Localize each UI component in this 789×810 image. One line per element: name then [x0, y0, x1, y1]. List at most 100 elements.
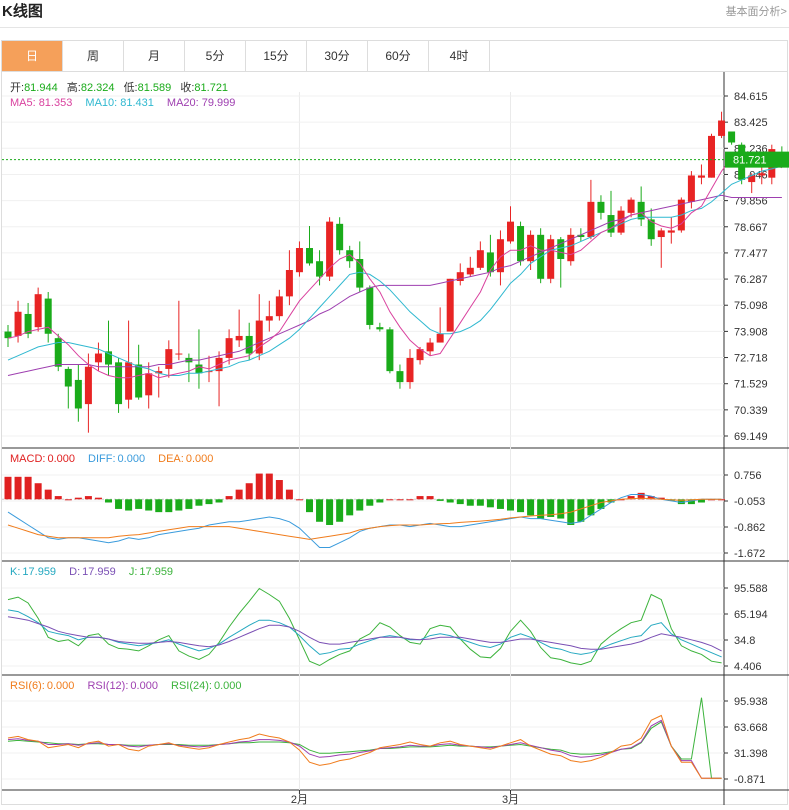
legend-macd: MACD: 0.000 DIFF: 0.000 DEA: 0.000 [10, 453, 213, 465]
macd-bar [115, 499, 123, 509]
candle-body [406, 357, 414, 383]
rsi24-line [7, 697, 722, 779]
candle-body [306, 248, 313, 264]
ma20-label: MA20: [167, 97, 199, 109]
ma5-value: 81.353 [39, 97, 73, 109]
y-tick-label: -0.862 [734, 522, 765, 534]
candle-body [708, 135, 715, 178]
candle-body [647, 219, 655, 240]
candle-body [607, 215, 615, 233]
macd-bar [436, 499, 444, 501]
candle-body [235, 335, 243, 341]
macd-bar [486, 499, 494, 508]
tab-1[interactable]: 周 [63, 41, 124, 71]
candle-body [34, 294, 42, 328]
macd-bar [64, 499, 72, 501]
candle-body [245, 335, 253, 354]
y-tick-label: 70.339 [734, 405, 768, 417]
open-label: 开: [10, 82, 24, 94]
macd-bar [225, 496, 233, 500]
macd-bar [34, 483, 42, 500]
macd-bar [84, 496, 92, 500]
macd-bar [577, 499, 585, 522]
tab-4[interactable]: 15分 [246, 41, 307, 71]
k-value: 17.959 [22, 566, 56, 578]
ma10-line [7, 165, 783, 376]
macd-bar [14, 476, 22, 500]
macd-bar [275, 480, 283, 500]
tab-3[interactable]: 5分 [185, 41, 246, 71]
rsi12-value: 0.000 [130, 680, 158, 692]
macd-bar [637, 492, 645, 500]
y-tick-label: 79.856 [734, 196, 768, 208]
macd-value: 0.000 [47, 453, 75, 465]
macd-bar [627, 496, 635, 500]
candle-body [637, 201, 645, 220]
macd-label: MACD: [10, 453, 45, 465]
macd-bar [406, 499, 414, 501]
candle-body [336, 223, 344, 251]
macd-bar [195, 499, 203, 506]
macd-bar [356, 499, 364, 511]
candle-body [527, 234, 535, 262]
x-tick-label: 2月 [291, 794, 308, 805]
macd-bar [386, 499, 394, 501]
high-value: 82.324 [81, 82, 115, 94]
y-tick-label: 71.529 [734, 379, 768, 391]
candle-body [547, 239, 555, 279]
y-tick-label: 31.398 [734, 748, 768, 760]
ma5-line [7, 155, 783, 379]
candle-body [687, 175, 695, 202]
candle-body [697, 175, 705, 178]
y-tick-label: 72.718 [734, 353, 768, 365]
y-tick-label: 78.667 [734, 222, 768, 234]
candle-body [265, 316, 273, 321]
candle-body [577, 234, 585, 238]
macd-bar [517, 499, 525, 513]
macd-bar [456, 499, 464, 505]
last-price-badge [725, 151, 789, 168]
candle-body [44, 298, 52, 334]
tab-0[interactable]: 日 [2, 41, 63, 71]
last-price-label: 81.721 [733, 155, 767, 167]
candle-body [748, 175, 756, 183]
candle-body [567, 234, 575, 262]
tab-7[interactable]: 4时 [429, 41, 490, 71]
macd-bar [346, 499, 354, 516]
high-label: 高: [67, 80, 81, 94]
candle-body [557, 239, 565, 260]
candle-body [295, 248, 303, 273]
fundamental-analysis-link[interactable]: 基本面分析> [725, 6, 787, 18]
candle-body [446, 278, 454, 332]
y-tick-label: -0.053 [734, 496, 765, 508]
legend-kdj: K: 17.959 D: 17.959 J: 17.959 [10, 566, 173, 578]
y-tick-label: 73.908 [734, 326, 768, 338]
macd-bar [697, 499, 705, 503]
macd-bar [416, 496, 424, 500]
candle-body [587, 201, 595, 238]
macd-bar [215, 499, 223, 503]
tab-6[interactable]: 60分 [368, 41, 429, 71]
macd-bar [326, 499, 334, 525]
legend-ohlc: 开:81.944 高:82.324 低:81.589 收:81.721 [10, 80, 228, 94]
macd-bar [587, 499, 595, 516]
candle-body [517, 226, 525, 262]
candle-body [94, 353, 102, 363]
tab-2[interactable]: 月 [124, 41, 185, 71]
candle-body [426, 342, 434, 352]
y-tick-label: 75.098 [734, 300, 768, 312]
candle-body [14, 311, 22, 336]
j-value: 17.959 [139, 566, 173, 578]
macd-bar [366, 499, 374, 506]
macd-bar [94, 497, 102, 500]
y-tick-label: 4.406 [734, 661, 762, 673]
macd-bar [677, 499, 685, 505]
kline-chart[interactable]: 开:81.944 高:82.324 低:81.589 收:81.721 MA5:… [2, 72, 789, 806]
macd-bar [597, 499, 605, 509]
candle-body [376, 327, 384, 330]
macd-bar [496, 499, 504, 509]
tab-5[interactable]: 30分 [307, 41, 368, 71]
candle-body [105, 351, 112, 365]
macd-bar [507, 499, 514, 511]
candle-body [4, 331, 12, 339]
